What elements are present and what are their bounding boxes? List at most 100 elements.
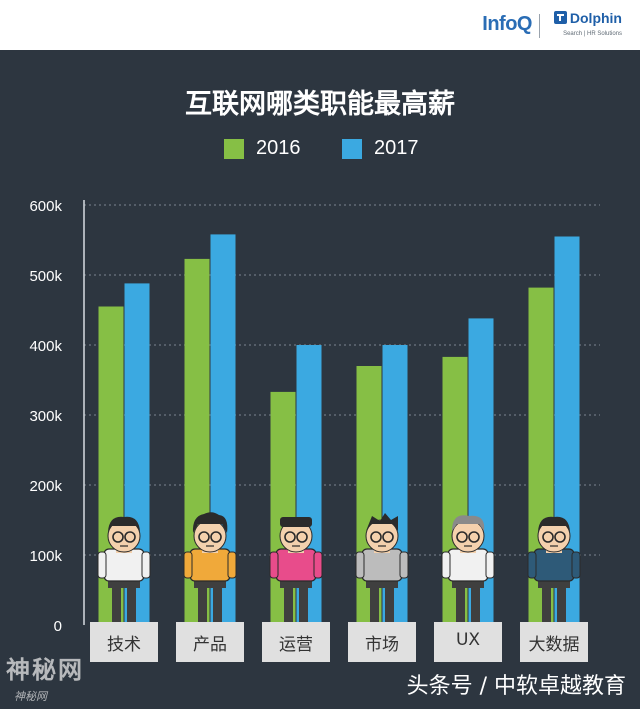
- figure-arm: [269, 551, 279, 579]
- legend-label-2017: 2017: [374, 137, 419, 159]
- figure-arm: [183, 551, 193, 579]
- category-label: 技术: [107, 635, 141, 655]
- figure-glasses: [542, 531, 554, 543]
- figure-glasses: [198, 531, 210, 543]
- dolphin-logo-subtitle: Search | HR Solutions: [563, 31, 622, 37]
- watermark-right: 头条号 / 中软卓越教育: [406, 674, 626, 699]
- figure-arm: [141, 551, 151, 579]
- figure-arm: [399, 551, 409, 579]
- figure-hair: [192, 512, 228, 533]
- worker-figure: [355, 513, 409, 623]
- figure-leg: [112, 583, 121, 623]
- grid-lines: [84, 204, 600, 556]
- figure-glasses: [382, 531, 394, 543]
- figure-glasses: [370, 531, 382, 543]
- worker-figure: [269, 517, 323, 623]
- figure-glasses: [468, 531, 480, 543]
- figure-leg: [542, 583, 551, 623]
- infoq-logo: InfoQ: [482, 13, 532, 35]
- figure-arm: [485, 551, 495, 579]
- category-box-bigdata: 大数据: [520, 622, 588, 662]
- category-label: UX: [455, 630, 481, 650]
- figure-shirt: [103, 548, 145, 582]
- category-box-tech: 技术: [90, 622, 158, 662]
- figure-glasses: [456, 531, 468, 543]
- figure-shirt: [275, 548, 317, 582]
- dolphin-logo-icon: [553, 11, 567, 24]
- figure-glasses: [284, 531, 296, 543]
- y-tick-label: 100k: [29, 548, 62, 565]
- figure-glasses: [554, 531, 566, 543]
- figure-shirt: [533, 548, 575, 582]
- figure-arm: [441, 551, 451, 579]
- logo-divider: [539, 14, 540, 38]
- figure-leg: [299, 583, 308, 623]
- watermark-left-sub: 神秘网: [14, 690, 47, 703]
- figure-shirt: [361, 548, 403, 582]
- figure-hair: [280, 517, 312, 527]
- legend-item-2016: 2016: [224, 137, 324, 160]
- worker-figure: [183, 512, 237, 623]
- worker-figures: [97, 512, 581, 623]
- worker-figure: [441, 515, 495, 623]
- category-label: 大数据: [528, 635, 580, 655]
- dolphin-logo: Dolphin: [553, 10, 622, 26]
- figure-arm: [355, 551, 365, 579]
- y-axis: 0 100k 200k 300k 400k 500k 600k: [29, 198, 85, 635]
- figure-hair: [452, 515, 485, 531]
- bars: [98, 234, 580, 625]
- figure-leg: [471, 583, 480, 623]
- legend-item-2017: 2017: [342, 137, 442, 160]
- figure-hair: [538, 516, 570, 532]
- y-tick-label: 400k: [29, 338, 62, 355]
- figure-leg: [385, 583, 394, 623]
- bar-chart: 0 100k 200k 300k 400k 500k 600k: [29, 198, 600, 635]
- figure-arm: [527, 551, 537, 579]
- figure-leg: [456, 583, 465, 623]
- dolphin-logo-text: Dolphin: [569, 10, 622, 26]
- figure-leg: [127, 583, 136, 623]
- legend-swatch-2017: [342, 139, 362, 159]
- y-tick-label: 600k: [29, 198, 62, 215]
- figure-glasses: [296, 531, 308, 543]
- y-tick-label: 0: [54, 618, 62, 635]
- figure-leg: [370, 583, 379, 623]
- figure-arm: [97, 551, 107, 579]
- legend-label-2016: 2016: [256, 137, 301, 159]
- header-bar: InfoQ Dolphin Search | HR Solutions: [0, 0, 640, 50]
- figure-arm: [313, 551, 323, 579]
- figure-arm: [227, 551, 237, 579]
- figure-hair: [108, 516, 140, 532]
- figure-glasses: [210, 531, 222, 543]
- figure-shirt: [189, 548, 231, 582]
- figure-leg: [284, 583, 293, 623]
- chart-title: 互联网哪类职能最高薪: [185, 89, 455, 120]
- category-box-ux: UX: [434, 622, 502, 662]
- legend-swatch-2016: [224, 139, 244, 159]
- figure-hips: [108, 578, 140, 588]
- figure-hips: [194, 578, 226, 588]
- figure-leg: [557, 583, 566, 623]
- figure-shirt: [447, 548, 489, 582]
- category-label: 运营: [279, 635, 313, 655]
- figure-leg: [198, 583, 207, 623]
- y-tick-label: 300k: [29, 408, 62, 425]
- watermark-left: 神秘网: [6, 655, 84, 684]
- figure-glasses: [124, 531, 136, 543]
- worker-figure: [97, 516, 151, 623]
- category-label: 产品: [193, 635, 227, 655]
- y-tick-label: 200k: [29, 478, 62, 495]
- figure-hips: [452, 578, 484, 588]
- category-label: 市场: [365, 635, 399, 655]
- figure-glasses: [112, 531, 124, 543]
- category-box-operations: 运营: [262, 622, 330, 662]
- figure-hips: [538, 578, 570, 588]
- worker-figure: [527, 516, 581, 623]
- y-tick-label: 500k: [29, 268, 62, 285]
- figure-hair: [366, 513, 398, 531]
- figure-hips: [366, 578, 398, 588]
- figure-arm: [571, 551, 581, 579]
- figure-hips: [280, 578, 312, 588]
- category-box-marketing: 市场: [348, 622, 416, 662]
